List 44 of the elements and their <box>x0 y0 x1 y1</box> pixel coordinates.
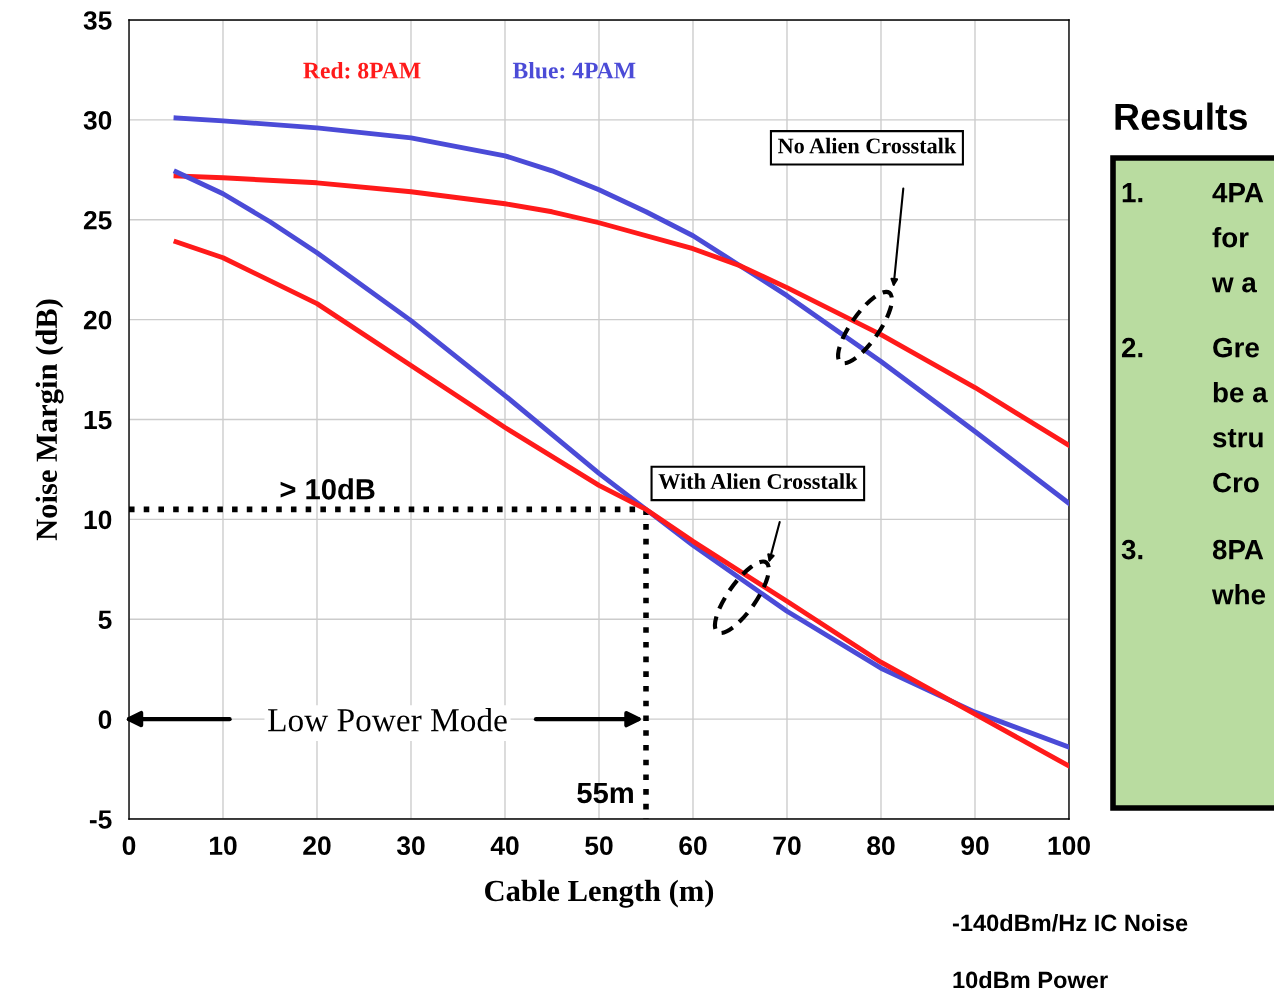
y-tick-label: -5 <box>89 810 112 829</box>
text: 3. <box>1121 539 1143 560</box>
x-tick-label: 40 <box>490 836 519 856</box>
x-axis-title: Cable Length (m) <box>485 879 714 908</box>
y-tick-label: 15 <box>84 410 112 430</box>
text: 10dBm Power <box>953 970 1108 989</box>
x-tick-label: 70 <box>773 836 801 856</box>
y-tick-label: 35 <box>83 11 112 30</box>
x-tick-label: 100 <box>1048 836 1090 856</box>
y-tick-label: 5 <box>98 610 112 630</box>
annotation: Blue: 4PAM <box>512 61 636 79</box>
x-tick-label: 0 <box>122 836 136 856</box>
x-tick-label: 60 <box>679 836 707 856</box>
text: 8PA <box>1212 539 1264 560</box>
y-tick-label: 25 <box>83 210 112 230</box>
annotation: No Alien Crosstalk <box>778 137 957 154</box>
y-tick-label: 20 <box>83 310 112 330</box>
text: Gre <box>1213 337 1259 358</box>
annotation: > 10dB <box>280 478 375 500</box>
x-tick-label: 80 <box>867 836 895 856</box>
annotation: Red: 8PAM <box>303 61 421 79</box>
x-tick-label: 30 <box>396 836 425 856</box>
text: 2. <box>1121 337 1143 358</box>
x-tick-label: 10 <box>209 836 237 856</box>
text: be a <box>1213 382 1268 403</box>
annotation: With Alien Crosstalk <box>658 473 858 490</box>
text: Results <box>1115 102 1247 131</box>
annotation: Low Power Mode <box>268 708 507 732</box>
y-tick-label: 0 <box>98 710 112 729</box>
text: stru <box>1212 429 1263 448</box>
x-tick-label: 50 <box>585 836 613 856</box>
text: Cro <box>1213 472 1259 493</box>
text: -140dBm/Hz IC Noise <box>952 913 1188 932</box>
text: 4PA <box>1212 183 1264 203</box>
text: 1. <box>1122 183 1143 203</box>
text: whe <box>1211 584 1266 605</box>
x-tick-label: 20 <box>303 836 331 856</box>
y-axis-title: Noise Margin (dB) <box>35 299 64 541</box>
y-tick-label: 10 <box>84 510 112 530</box>
y-tick-label: 30 <box>83 111 112 130</box>
text: w a <box>1211 277 1257 293</box>
x-tick-label: 90 <box>961 836 989 856</box>
text: for <box>1212 227 1249 248</box>
annotation: 55m <box>577 782 633 804</box>
